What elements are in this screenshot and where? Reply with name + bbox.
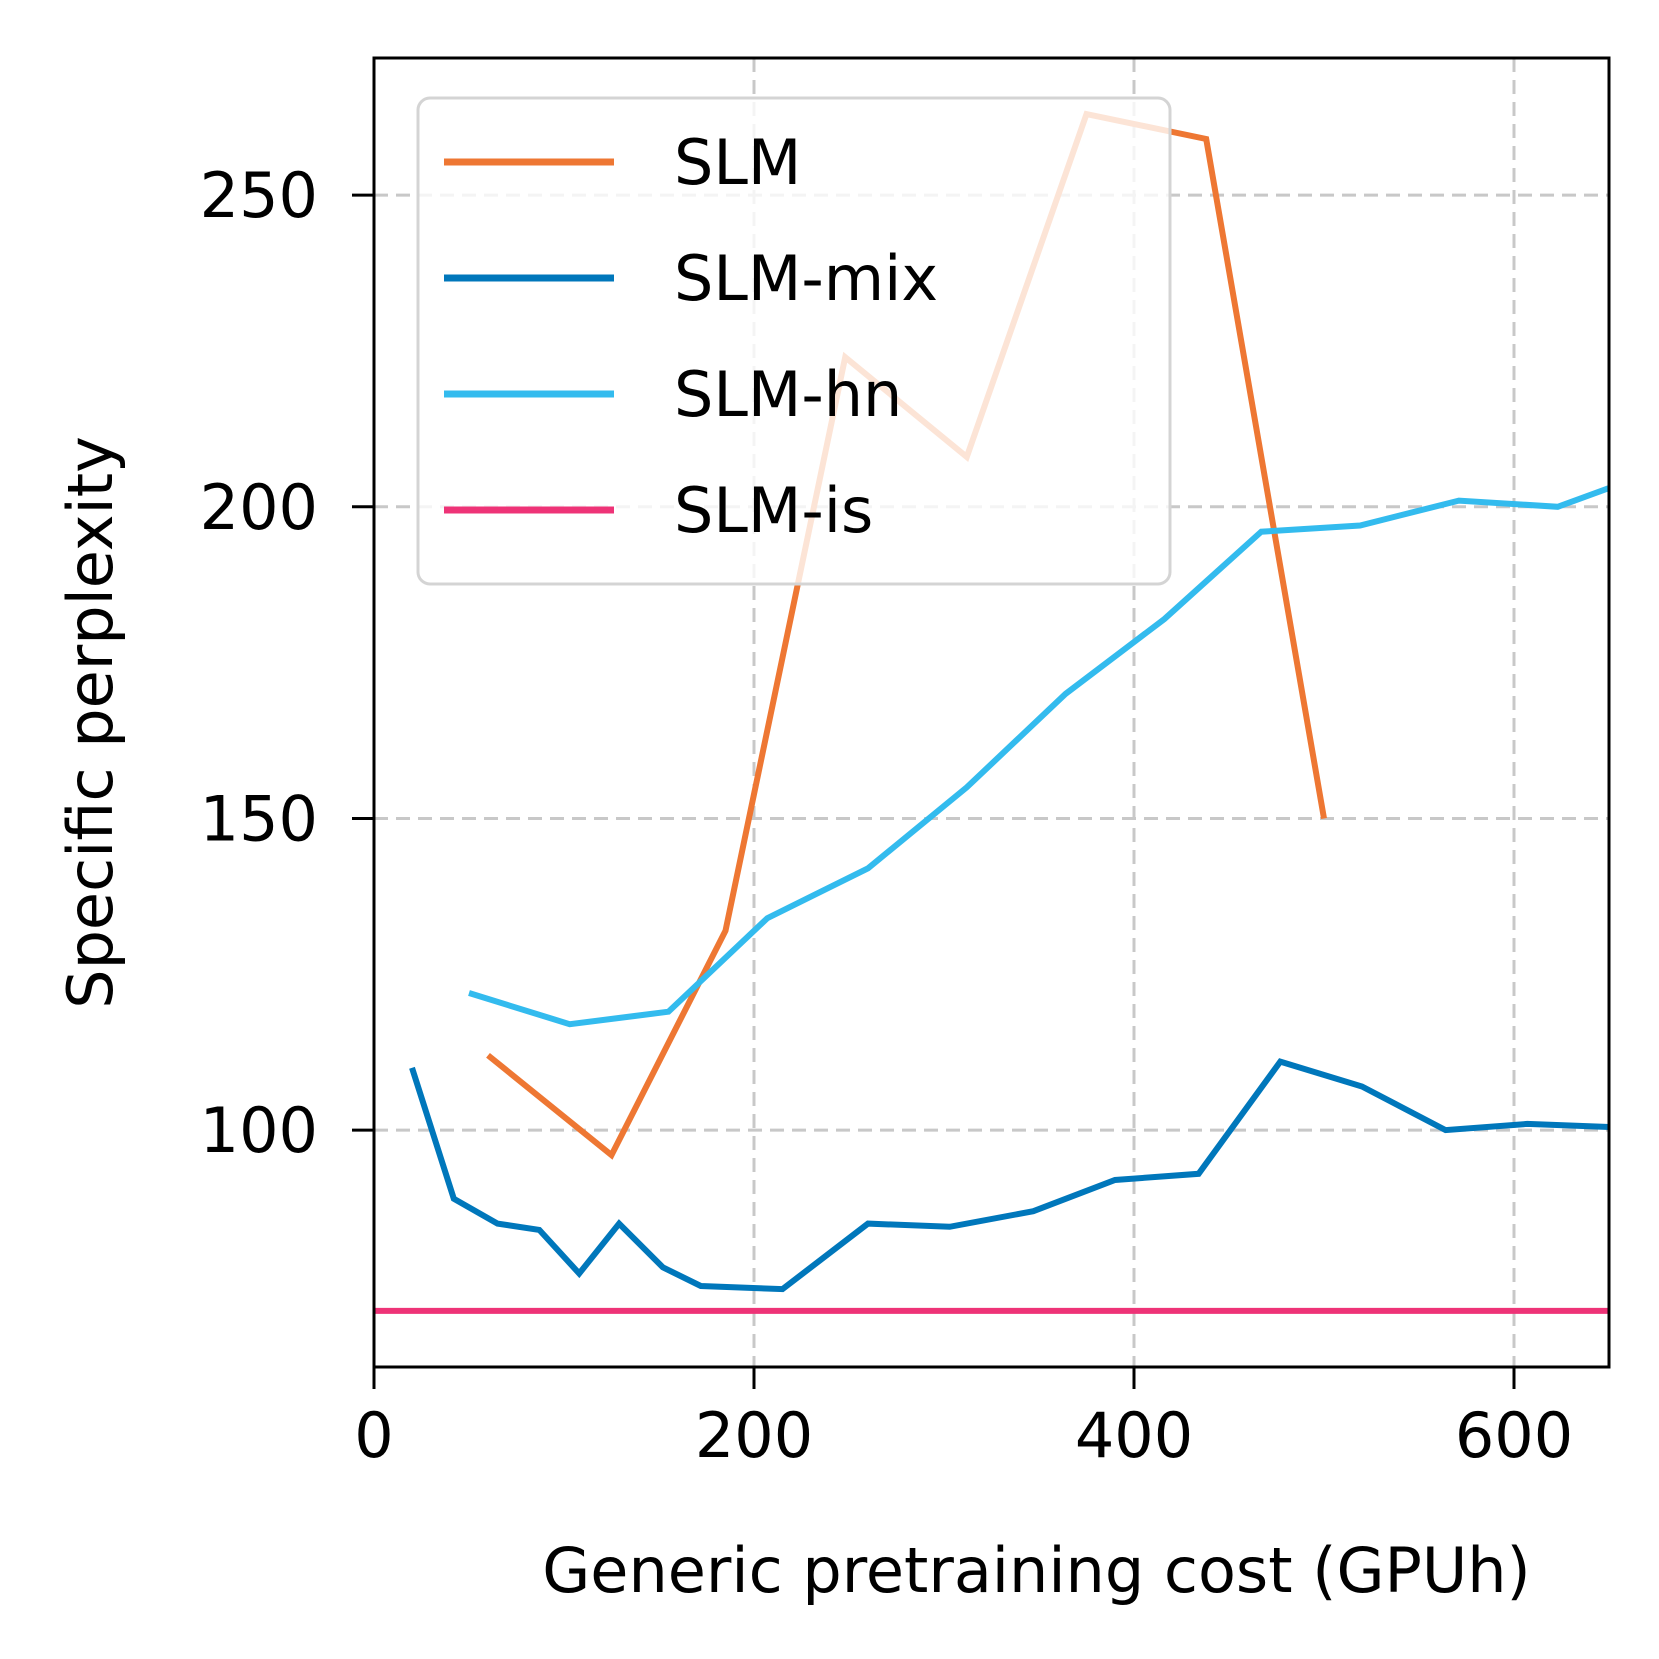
- x-tick-label: 400: [1075, 1399, 1193, 1472]
- y-tick-label: 200: [200, 471, 318, 544]
- tick-layer: 0 200 400 600 100 150 200 250: [200, 159, 1574, 1472]
- series-line-slm-mix: [409, 1058, 1610, 1293]
- x-tick-label: 200: [695, 1399, 813, 1472]
- legend-label-slm-is: SLM-is: [674, 474, 873, 547]
- y-axis-title: Specific perplexity: [54, 436, 127, 1009]
- legend-label-slm-mix: SLM-mix: [674, 242, 938, 315]
- plot-frame: [372, 56, 1611, 1369]
- x-axis-title: Generic pretraining cost (GPUh): [542, 1534, 1531, 1607]
- legend-label-slm: SLM: [674, 126, 801, 199]
- series-line-slm-hn: [468, 485, 1611, 1028]
- x-tick-label: 0: [354, 1399, 393, 1472]
- y-tick-label: 150: [200, 782, 318, 855]
- legend-frame: [416, 96, 1172, 586]
- legend: SLM SLM-mix SLM-hn SLM-is: [416, 96, 1172, 586]
- x-tick-label: 600: [1455, 1399, 1573, 1472]
- legend-label-slm-hn: SLM-hn: [674, 358, 902, 431]
- y-tick-label: 250: [200, 159, 318, 232]
- y-tick-label: 100: [200, 1094, 318, 1167]
